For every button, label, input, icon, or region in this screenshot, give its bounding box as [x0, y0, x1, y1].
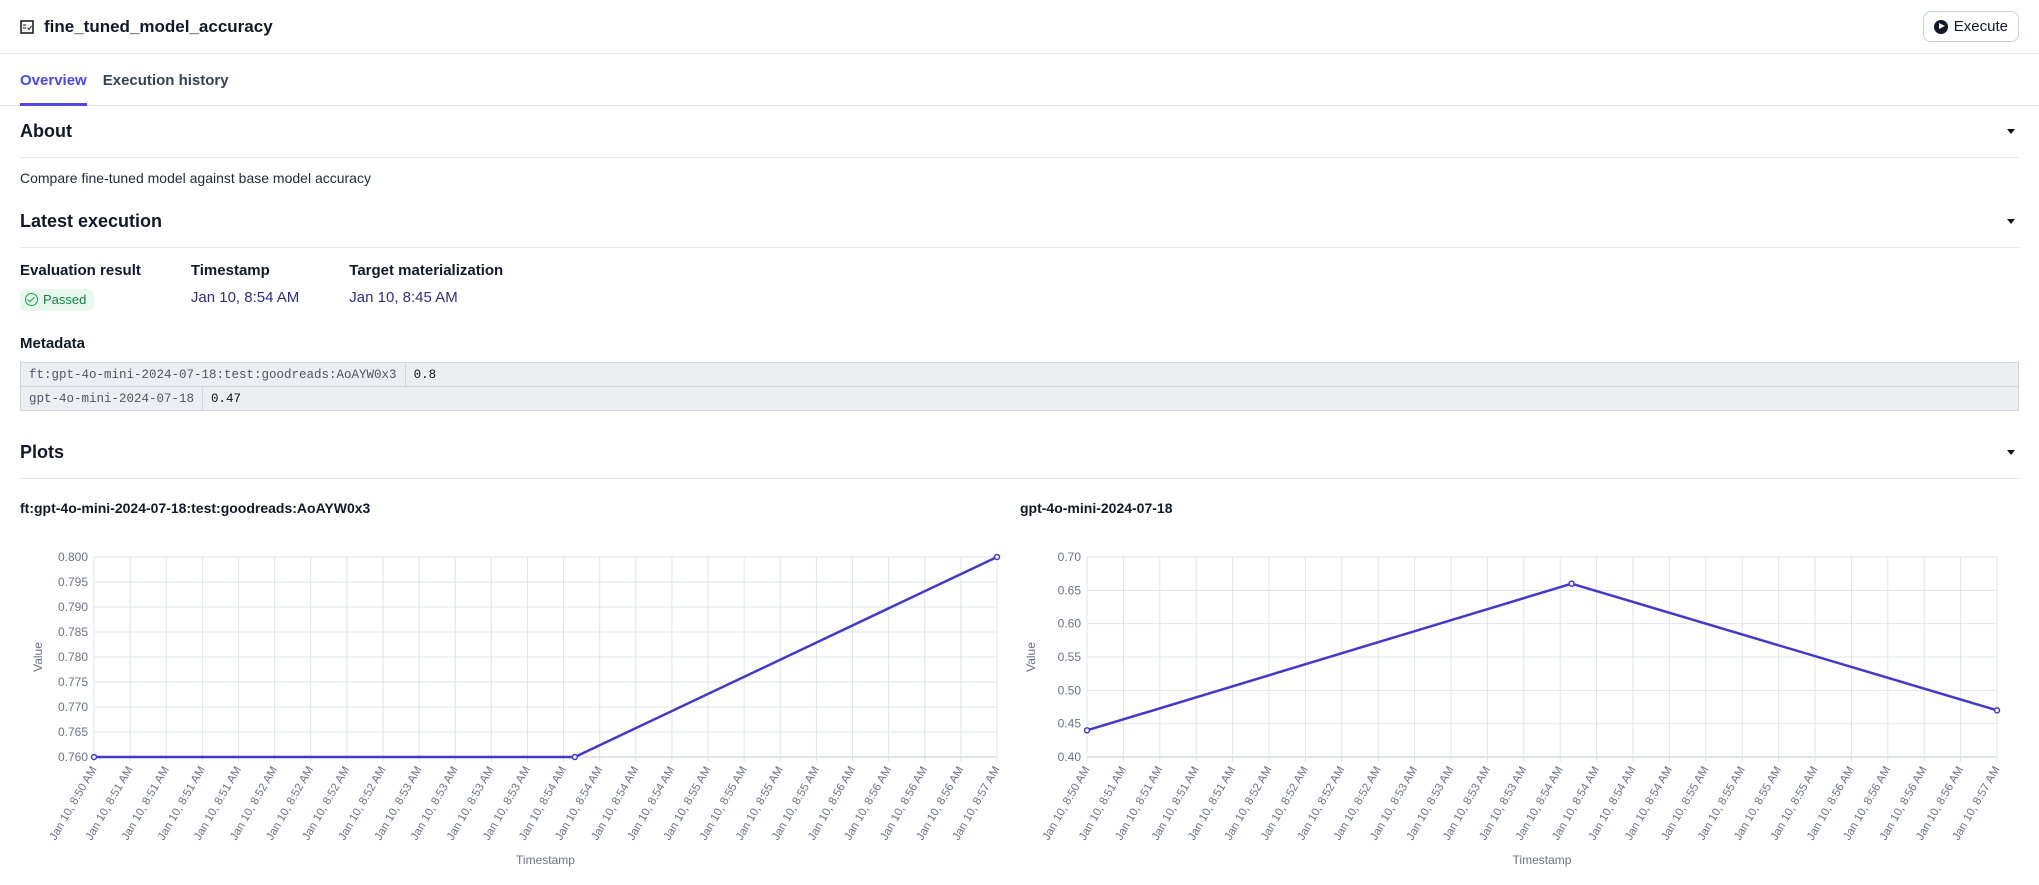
tab-execution-history[interactable]: Execution history	[102, 72, 229, 89]
plots-heading: Plots	[20, 442, 65, 462]
plots-header[interactable]: Plots	[20, 427, 2019, 479]
table-row: gpt-4o-mini-2024-07-18 0.47	[19, 386, 2019, 411]
y-tick-label: 0.780	[58, 650, 88, 664]
about-header[interactable]: About	[20, 106, 2019, 158]
metadata-table: ft:gpt-4o-mini-2024-07-18:test:goodreads…	[20, 362, 2020, 387]
y-tick-label: 0.760	[58, 750, 88, 764]
data-point	[571, 753, 579, 761]
about-heading: About	[20, 121, 72, 141]
data-point	[1083, 727, 1091, 734]
y-tick-label: 0.70	[1058, 550, 1082, 564]
latest-execution-header[interactable]: Latest execution	[20, 196, 2019, 248]
metadata-value: 0.8	[404, 362, 2020, 387]
y-tick-label: 0.770	[58, 700, 88, 714]
page-header: fine_tuned_model_accuracy Execute	[0, 0, 2039, 54]
y-tick-label: 0.55	[1058, 650, 1082, 664]
metadata-key: ft:gpt-4o-mini-2024-07-18:test:goodreads…	[20, 362, 406, 387]
latest-execution-heading: Latest execution	[20, 211, 163, 231]
caret-down-icon[interactable]	[2007, 129, 2015, 134]
data-point	[1568, 580, 1575, 587]
evaluation-result-label: Evaluation result	[20, 262, 141, 279]
about-section: About Compare fine-tuned model against b…	[20, 106, 2019, 196]
tab-overview[interactable]: Overview	[20, 54, 87, 106]
check-circle-icon	[25, 293, 38, 306]
y-tick-label: 0.50	[1058, 683, 1082, 697]
latest-execution-section: Latest execution Evaluation result Passe…	[19, 196, 2020, 411]
y-tick-label: 0.60	[1058, 617, 1082, 631]
caret-down-icon[interactable]	[2007, 450, 2015, 455]
y-tick-label: 0.795	[58, 575, 88, 589]
metadata-value: 0.47	[202, 386, 2019, 411]
report-icon	[20, 19, 34, 34]
y-tick-label: 0.45	[1058, 717, 1082, 731]
y-tick-label: 0.800	[58, 550, 88, 564]
y-tick-label: 0.765	[58, 725, 88, 739]
metadata-table: gpt-4o-mini-2024-07-18 0.47	[19, 386, 2019, 411]
data-point	[1993, 707, 2001, 714]
y-tick-label: 0.785	[58, 625, 88, 639]
about-description: Compare fine-tuned model against base mo…	[20, 170, 371, 186]
execute-button[interactable]: Execute	[1922, 11, 2019, 42]
chart-title: gpt-4o-mini-2024-07-18	[1020, 500, 1173, 516]
chart-title: ft:gpt-4o-mini-2024-07-18:test:goodreads…	[20, 500, 371, 516]
caret-down-icon[interactable]	[2007, 219, 2015, 224]
y-axis-title: Value	[31, 642, 45, 672]
status-badge: Passed	[20, 289, 95, 311]
y-tick-label: 0.65	[1058, 583, 1082, 597]
y-tick-label: 0.775	[58, 675, 88, 689]
timestamp-label: Timestamp	[190, 262, 270, 279]
x-axis-title: Timestamp	[516, 853, 575, 867]
y-axis-title: Value	[1024, 642, 1038, 672]
y-tick-label: 0.790	[58, 600, 88, 614]
status-text: Passed	[43, 292, 87, 307]
metadata-key: gpt-4o-mini-2024-07-18	[19, 386, 204, 411]
data-point	[993, 553, 1001, 561]
target-materialization-label: Target materialization	[349, 262, 504, 279]
target-materialization-link[interactable]: Jan 10, 8:45 AM	[349, 289, 458, 306]
table-row: ft:gpt-4o-mini-2024-07-18:test:goodreads…	[20, 362, 2020, 387]
execute-label: Execute	[1953, 18, 2008, 35]
x-axis-title: Timestamp	[1513, 853, 1572, 867]
y-tick-label: 0.40	[1058, 750, 1082, 764]
data-point	[90, 753, 98, 761]
plots-section: Plots	[20, 427, 2019, 479]
metadata-heading: Metadata	[20, 335, 86, 352]
timestamp-link[interactable]: Jan 10, 8:54 AM	[190, 289, 300, 306]
play-icon	[1933, 19, 1948, 34]
tab-bar: Overview Execution history	[0, 54, 2039, 106]
page-title: fine_tuned_model_accuracy	[44, 16, 273, 36]
line-chart-finetuned: 0.760 0.765 0.770 0.775 0.780 0.785 0.790 0.795…	[31, 550, 1003, 867]
